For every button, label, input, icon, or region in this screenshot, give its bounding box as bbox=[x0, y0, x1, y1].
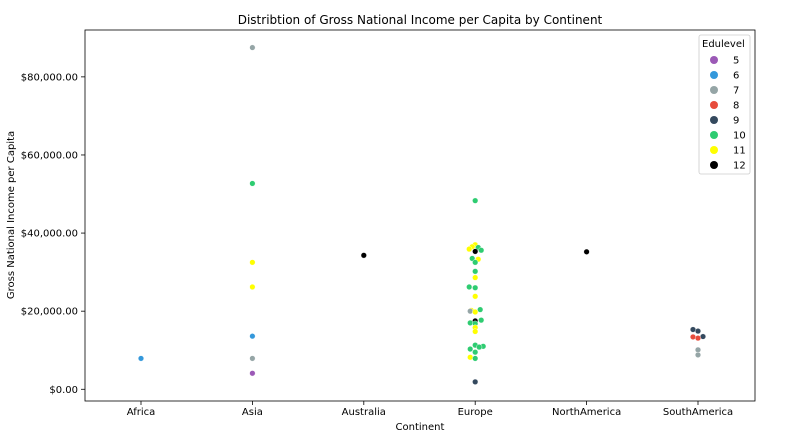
x-tick-label: Africa bbox=[127, 407, 156, 418]
data-point bbox=[249, 333, 256, 340]
x-axis-label: Continent bbox=[396, 422, 445, 433]
legend-label: 6 bbox=[733, 71, 739, 82]
data-point bbox=[360, 252, 367, 259]
legend-label: 5 bbox=[733, 56, 739, 67]
data-point bbox=[249, 283, 256, 290]
data-point bbox=[472, 308, 479, 315]
data-point bbox=[472, 284, 479, 291]
data-point bbox=[476, 344, 483, 351]
data-point bbox=[467, 308, 474, 315]
data-point bbox=[472, 355, 479, 362]
y-axis: $0.00 $20,000.00 $40,000.00 $60,000.00 $80,0… bbox=[21, 72, 85, 396]
data-point bbox=[137, 355, 144, 362]
data-point bbox=[467, 354, 474, 361]
legend-marker bbox=[710, 116, 718, 124]
data-point bbox=[249, 370, 256, 377]
x-tick-label: SouthAmerica bbox=[663, 407, 733, 418]
legend-label: 9 bbox=[733, 116, 739, 127]
x-tick-label: NorthAmerica bbox=[552, 407, 621, 418]
legend-entries: 5 6 7 8 9 10 11 12 bbox=[710, 56, 746, 172]
data-point bbox=[249, 259, 256, 266]
data-point bbox=[690, 326, 697, 333]
legend-label: 10 bbox=[733, 131, 746, 142]
data-points bbox=[137, 44, 707, 385]
x-axis: Africa Asia Australia Europe NorthAmerica Sou… bbox=[127, 401, 733, 418]
legend-label: 12 bbox=[733, 161, 746, 172]
data-point bbox=[478, 317, 485, 324]
data-point bbox=[472, 248, 479, 255]
legend-marker bbox=[710, 56, 718, 64]
data-point bbox=[472, 293, 479, 300]
y-tick-label: $60,000.00 bbox=[21, 150, 78, 161]
data-point bbox=[249, 180, 256, 187]
legend-box bbox=[698, 34, 751, 175]
legend-label: 8 bbox=[733, 101, 739, 112]
chart-title: Distribtion of Gross National Income per… bbox=[238, 13, 603, 27]
x-tick-label: Europe bbox=[458, 407, 493, 418]
data-point bbox=[695, 351, 702, 358]
y-axis-label: Gross National Income per Capita bbox=[6, 131, 17, 299]
data-point bbox=[700, 333, 707, 340]
data-point bbox=[466, 283, 473, 290]
data-point bbox=[249, 355, 256, 362]
data-point bbox=[472, 349, 479, 356]
y-tick-label: $20,000.00 bbox=[21, 307, 78, 318]
data-point bbox=[472, 197, 479, 204]
legend-marker bbox=[710, 86, 718, 94]
data-point bbox=[695, 346, 702, 353]
legend: Edulevel 5 6 7 8 9 10 11 12 bbox=[698, 34, 751, 175]
data-point bbox=[472, 328, 479, 335]
legend-label: 11 bbox=[733, 146, 746, 157]
x-tick-label: Australia bbox=[342, 407, 386, 418]
legend-marker bbox=[710, 71, 718, 79]
data-point bbox=[478, 247, 485, 254]
data-point bbox=[477, 306, 484, 313]
data-point bbox=[695, 335, 702, 342]
legend-title: Edulevel bbox=[702, 39, 745, 50]
data-point bbox=[472, 378, 479, 385]
legend-marker bbox=[710, 131, 718, 139]
y-tick-label: $0.00 bbox=[49, 385, 78, 396]
legend-marker bbox=[710, 161, 718, 169]
x-tick-label: Asia bbox=[242, 407, 263, 418]
plot-area-frame bbox=[84, 29, 756, 402]
data-point bbox=[695, 328, 702, 335]
y-tick-label: $80,000.00 bbox=[21, 72, 78, 83]
data-point bbox=[467, 346, 474, 353]
legend-label: 7 bbox=[733, 86, 739, 97]
data-point bbox=[249, 44, 256, 51]
data-point bbox=[583, 248, 590, 255]
legend-marker bbox=[710, 101, 718, 109]
legend-marker bbox=[710, 146, 718, 154]
data-point bbox=[472, 259, 479, 266]
y-tick-label: $40,000.00 bbox=[21, 229, 78, 240]
data-point bbox=[467, 319, 474, 326]
data-point bbox=[466, 246, 473, 253]
data-point bbox=[472, 274, 479, 281]
data-point bbox=[472, 268, 479, 275]
data-point bbox=[690, 333, 697, 340]
